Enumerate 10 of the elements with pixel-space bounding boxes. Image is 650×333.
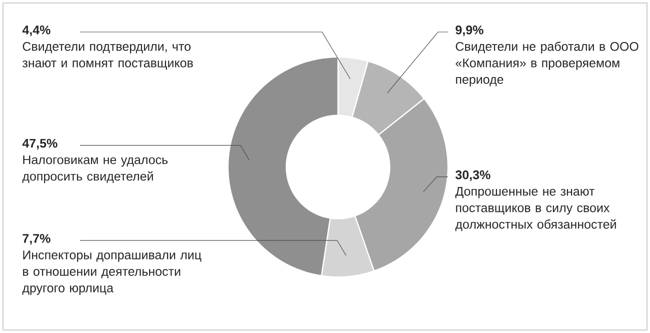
data-label: 9,9% xyxy=(456,26,484,36)
slice-label: Допрошенные не знают поставщиков в силу своих должностных обязанностей xyxy=(455,187,616,232)
data-label: 7,7% xyxy=(22,234,50,245)
slice-label: Свидетели не работали в ООО «Компания» в проверяемом периоде xyxy=(456,42,638,86)
data-label: 47,5% xyxy=(22,138,58,150)
slice-label: Налоговикам не удалось допросить свидетелей xyxy=(22,155,168,184)
slice-label: Инспекторы допрашивали лиц в отношении деятельности другого юрлица xyxy=(22,250,202,295)
data-label: 30,3% xyxy=(455,170,490,182)
slice-label: Свидетели подтвердили, что знают и помнят поставщиков xyxy=(22,42,193,70)
data-label: 4,4% xyxy=(22,26,50,36)
